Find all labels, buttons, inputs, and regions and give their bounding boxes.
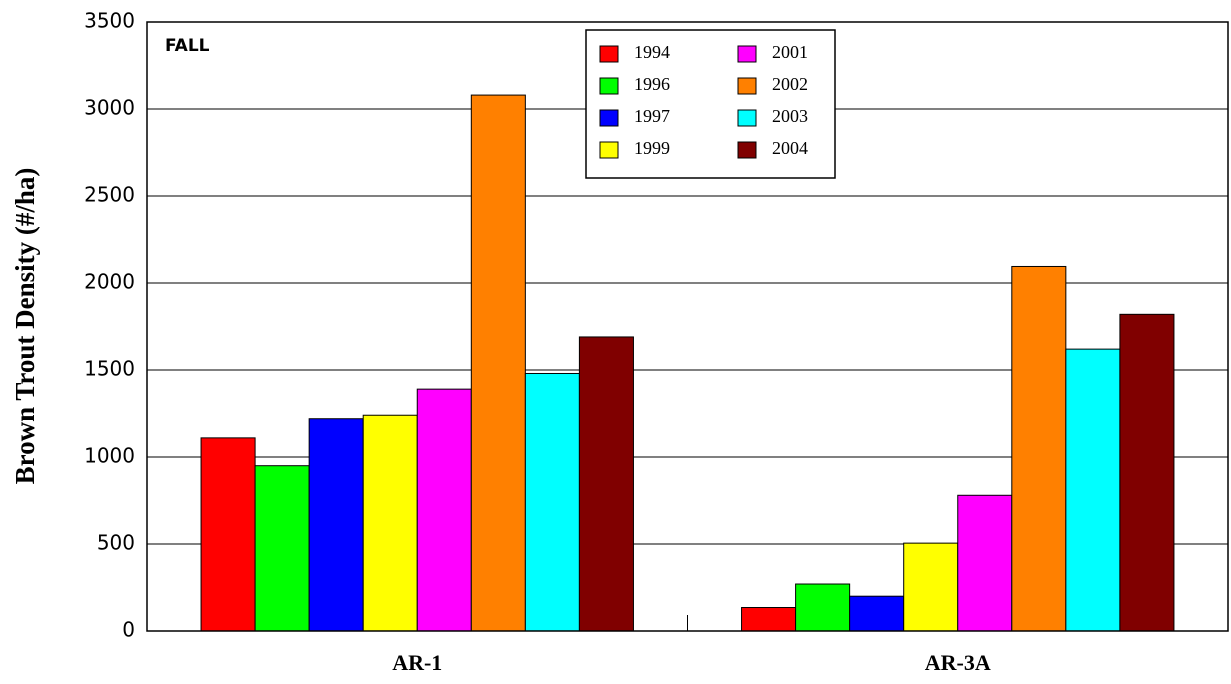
legend-label: 1994 bbox=[634, 42, 670, 62]
y-tick-label: 3000 bbox=[84, 96, 135, 120]
y-axis-title: Brown Trout Density (#/ha) bbox=[10, 168, 40, 485]
bar bbox=[524, 372, 580, 632]
y-tick-label: 1500 bbox=[84, 357, 135, 381]
legend-label: 1996 bbox=[634, 74, 670, 94]
bar bbox=[741, 607, 797, 632]
bar bbox=[416, 388, 472, 632]
legend-swatch bbox=[599, 45, 619, 63]
y-tick-label: 3500 bbox=[84, 9, 135, 33]
legend-swatch bbox=[737, 77, 757, 95]
legend-swatch bbox=[737, 141, 757, 159]
bar bbox=[578, 336, 634, 632]
legend-label: 1999 bbox=[634, 138, 670, 158]
x-tick-label: AR-1 bbox=[392, 650, 442, 675]
legend-swatch bbox=[599, 109, 619, 127]
legend-label: 2001 bbox=[772, 42, 808, 62]
y-tick-label: 1000 bbox=[84, 444, 135, 468]
y-tick-label: 2000 bbox=[84, 270, 135, 294]
legend-swatch bbox=[737, 45, 757, 63]
legend-label: 2003 bbox=[772, 106, 808, 126]
y-tick-label: 0 bbox=[122, 618, 135, 642]
bar bbox=[1119, 313, 1175, 632]
bar bbox=[254, 465, 310, 632]
plot-border bbox=[146, 21, 1229, 632]
bar bbox=[903, 542, 959, 632]
legend-label: 1997 bbox=[634, 106, 670, 126]
bar bbox=[200, 437, 256, 632]
bar bbox=[470, 94, 526, 632]
bar bbox=[1011, 265, 1067, 632]
x-tick-label: AR-3A bbox=[925, 650, 991, 675]
legend-label: 2004 bbox=[772, 138, 808, 158]
legend-swatch bbox=[737, 109, 757, 127]
bar bbox=[308, 418, 364, 632]
bar bbox=[795, 583, 851, 632]
bar bbox=[362, 414, 418, 632]
legend-swatch bbox=[599, 141, 619, 159]
bar bbox=[957, 494, 1013, 632]
annotation: FALL bbox=[165, 36, 210, 56]
bar bbox=[849, 595, 905, 632]
y-tick-label: 500 bbox=[97, 531, 135, 555]
legend-box bbox=[585, 29, 836, 179]
legend-swatch bbox=[599, 77, 619, 95]
y-tick-label: 2500 bbox=[84, 183, 135, 207]
bar bbox=[1065, 348, 1121, 632]
legend-label: 2002 bbox=[772, 74, 808, 94]
